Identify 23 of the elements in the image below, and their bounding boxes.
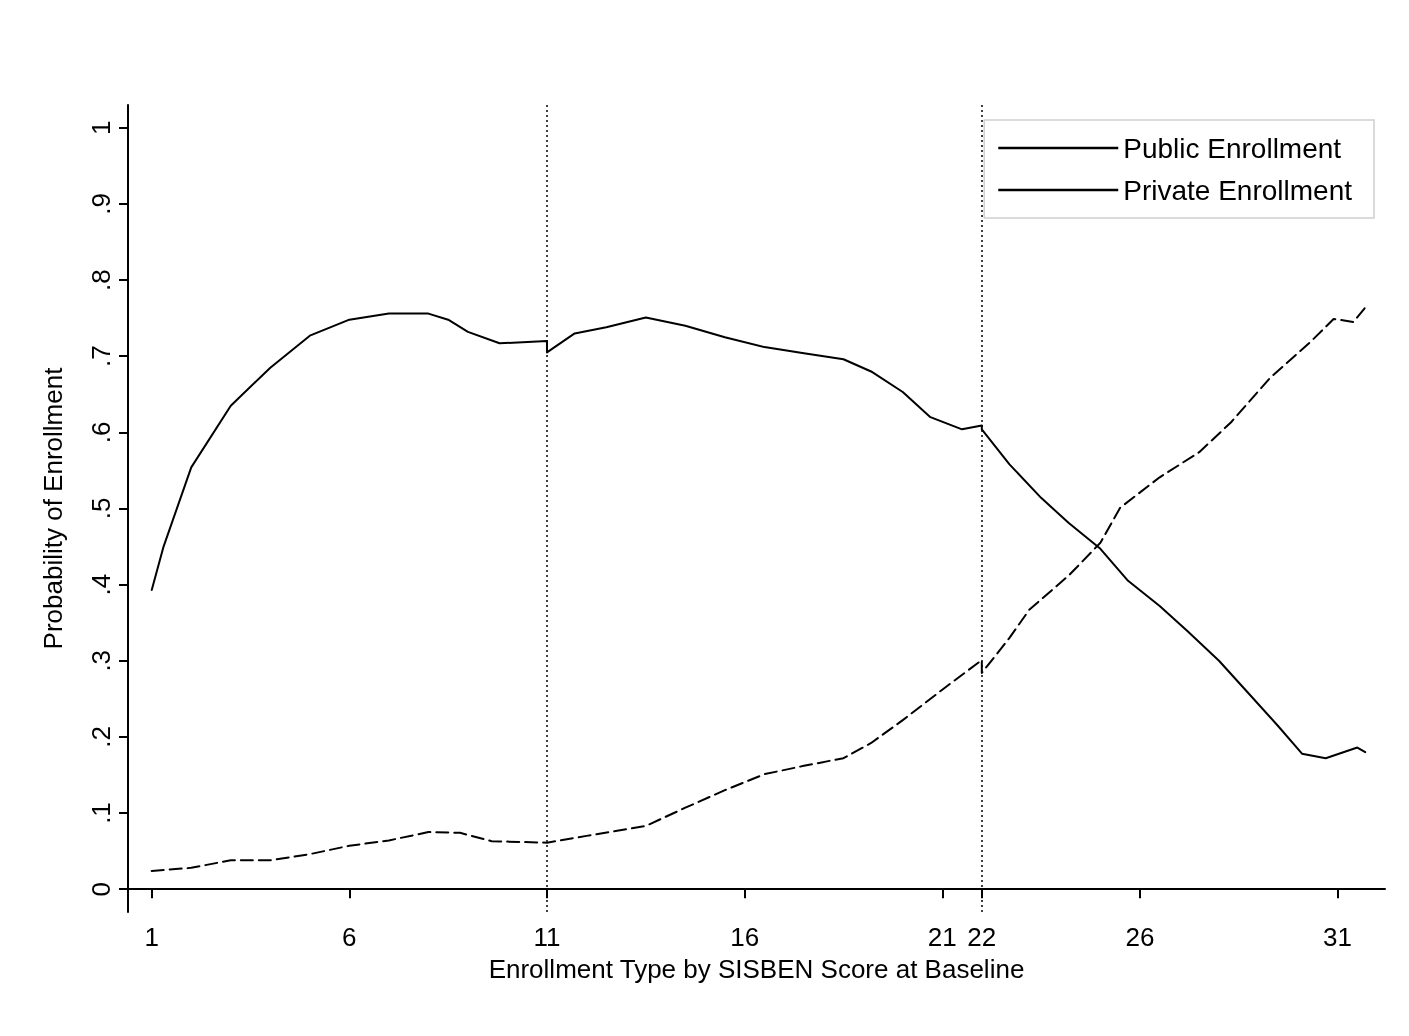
y-tick-label: .5 bbox=[86, 497, 116, 520]
legend-label: Private Enrollment bbox=[1123, 174, 1353, 206]
x-tick-label: 16 bbox=[730, 922, 760, 952]
x-tick-label: 6 bbox=[342, 922, 357, 952]
y-tick-label: .9 bbox=[86, 193, 116, 215]
y-tick-label: .1 bbox=[86, 802, 116, 824]
y-tick-label: .8 bbox=[86, 269, 116, 291]
x-tick-label: 22 bbox=[967, 922, 997, 952]
y-tick-label: 0 bbox=[86, 881, 116, 897]
x-axis-title: Enrollment Type by SISBEN Score at Baseline bbox=[488, 954, 1025, 984]
x-tick-label: 26 bbox=[1125, 922, 1155, 952]
x-tick-label: 1 bbox=[144, 922, 159, 952]
y-tick-label: .6 bbox=[86, 421, 116, 444]
x-tick-label: 11 bbox=[533, 922, 561, 952]
y-tick-label: .2 bbox=[86, 726, 116, 748]
y-tick-label: .4 bbox=[86, 573, 116, 596]
y-tick-label: .3 bbox=[86, 649, 116, 672]
x-tick-label: 31 bbox=[1323, 922, 1353, 952]
y-axis-title: Probability of Enrollment bbox=[38, 366, 68, 650]
legend-label: Public Enrollment bbox=[1123, 132, 1342, 164]
x-tick-label: 21 bbox=[927, 922, 957, 952]
y-tick-label: 1 bbox=[86, 120, 116, 136]
y-tick-label: .7 bbox=[86, 345, 116, 368]
